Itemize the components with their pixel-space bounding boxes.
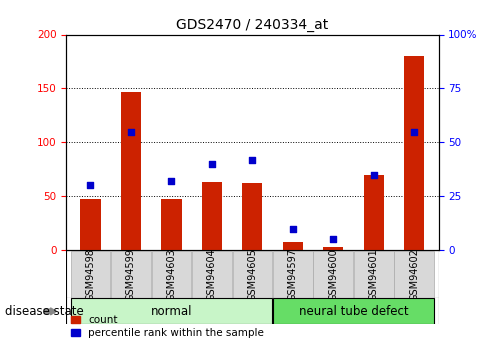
Bar [404,56,424,250]
FancyBboxPatch shape [111,251,151,298]
Bar [283,241,303,250]
FancyBboxPatch shape [233,251,272,298]
Point [370,172,378,177]
FancyBboxPatch shape [151,251,191,298]
Text: neural tube defect: neural tube defect [299,305,408,318]
FancyBboxPatch shape [314,251,353,298]
Text: normal: normal [150,305,192,318]
Bar [121,92,141,250]
Point [248,157,256,162]
FancyBboxPatch shape [71,298,272,324]
Bar [242,183,263,250]
Text: GSM94603: GSM94603 [167,248,176,300]
Text: GSM94597: GSM94597 [288,248,298,301]
Title: GDS2470 / 240334_at: GDS2470 / 240334_at [176,18,328,32]
Text: GSM94605: GSM94605 [247,248,257,301]
Bar [202,182,222,250]
Text: GSM94600: GSM94600 [328,248,338,300]
FancyBboxPatch shape [354,251,393,298]
Text: GSM94601: GSM94601 [369,248,379,300]
Text: GSM94602: GSM94602 [409,248,419,301]
Bar [161,199,181,250]
Point [127,129,135,134]
Point [410,129,418,134]
Point [289,226,297,231]
Legend: count, percentile rank within the sample: count, percentile rank within the sample [72,315,264,338]
Text: GSM94599: GSM94599 [126,248,136,301]
FancyBboxPatch shape [273,298,434,324]
Point [329,237,337,242]
FancyBboxPatch shape [273,251,313,298]
FancyBboxPatch shape [71,251,110,298]
Text: disease state: disease state [5,305,84,318]
Text: GSM94604: GSM94604 [207,248,217,300]
Text: GSM94598: GSM94598 [85,248,96,301]
Bar [364,175,384,250]
Point [208,161,216,167]
FancyBboxPatch shape [394,251,434,298]
Bar [323,247,343,250]
Point [168,178,175,184]
Bar [80,199,100,250]
Point [87,183,95,188]
FancyBboxPatch shape [192,251,232,298]
